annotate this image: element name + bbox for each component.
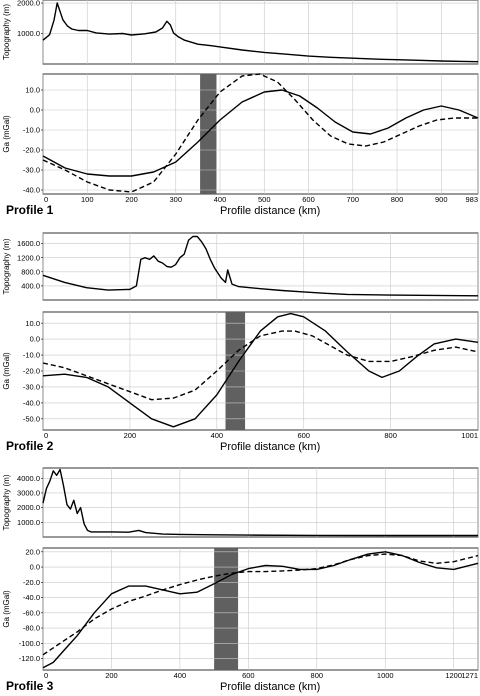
profile-2-gravity-solid-line xyxy=(42,312,479,428)
profile-2-topography-solid-line xyxy=(42,235,479,297)
profile-2-topography-ytick-label: 400.0 xyxy=(21,281,40,290)
profile-1-xtick-label: 100 xyxy=(81,195,94,204)
profile-1-gravity-panel: 10.0 0.0 -10.0 -20.0 -30.0 -40.0 Ga (mGal) 0 100… xyxy=(2,73,479,204)
profile-1-xtick-label: 983 xyxy=(465,195,478,204)
profile-1-xtick-label: 400 xyxy=(214,195,227,204)
profile-2-gravity-dashed-line xyxy=(42,330,479,401)
profile-3-gravity-ytick-label: -60.0 xyxy=(23,608,40,617)
profile-1-xtick-label: 700 xyxy=(347,195,360,204)
profile-3-gravity-dashed-line xyxy=(42,553,479,656)
profile-2-gravity-ytick-label: 10.0 xyxy=(25,319,40,328)
profile-3-gravity-panel: 20.0 0.0 -20.0 -40.0 -60.0 -80.0 -100.0 -120.0 G… xyxy=(2,547,479,680)
profile-3-xtick-label: 800 xyxy=(311,671,324,680)
profile-3-gravity-solid-line xyxy=(42,551,479,669)
profile-1-topography-ytick-label: 2000.0 xyxy=(17,0,40,8)
profile-3-gravity-ytick-label: -40.0 xyxy=(23,593,40,602)
profile-2-topography-ytick-label: 1600.0 xyxy=(17,239,40,248)
profile-3-topography-solid-line xyxy=(42,468,478,537)
profile-1-xtick-label: 900 xyxy=(435,195,448,204)
profile-1-xtick-label: 200 xyxy=(125,195,138,204)
profile-3-topography-ytick-label: 1000.0 xyxy=(17,518,40,527)
profile-2-xlabel: Profile distance (km) xyxy=(220,441,320,453)
profile-3-gravity-ytick-label: -20.0 xyxy=(23,578,40,587)
profile-3-topography-ylabel: Topography (m) xyxy=(2,474,11,530)
profile-2-xtick-label: 0 xyxy=(44,431,48,440)
profile-1-gravity-ytick-label: 10.0 xyxy=(25,86,40,95)
profile-1-xtick-label: 800 xyxy=(391,195,404,204)
profile-2-topography-ytick-label: 800.0 xyxy=(21,267,40,276)
profile-3-gravity-frame xyxy=(42,547,479,671)
profile-2-xtick-label: 800 xyxy=(384,431,397,440)
profile-1-gravity-ytick-label: -30.0 xyxy=(23,166,40,175)
profile-1-title: Profile 1 xyxy=(6,203,54,217)
profile-2-gravity-ytick-label: -30.0 xyxy=(23,383,40,392)
profile-2-xtick-label: 600 xyxy=(297,431,310,440)
profile-2-xtick-label: 1001 xyxy=(461,431,478,440)
profile-2-title: Profile 2 xyxy=(6,439,54,453)
profile-1-gravity-ytick-label: -20.0 xyxy=(23,146,40,155)
profile-3-xtick-label: 1200 xyxy=(445,671,462,680)
profile-1-topography-frame xyxy=(42,0,479,65)
profile-1-xtick-label: 600 xyxy=(302,195,315,204)
profile-1-gravity-shaded-band xyxy=(200,74,217,194)
profile-3-topography-frame xyxy=(42,467,479,538)
profile-1-gravity-ytick-label: 0.0 xyxy=(30,106,40,115)
profile-1-gravity-ytick-label: -40.0 xyxy=(23,186,40,195)
profile-3-gravity-ytick-label: -80.0 xyxy=(23,624,40,633)
profile-2-topography-ytick-label: 1200.0 xyxy=(17,253,40,262)
profile-1-xlabel: Profile distance (km) xyxy=(220,205,320,217)
profile-1-gravity-ylabel: Ga (mGal) xyxy=(2,115,11,153)
profile-2-gravity-ytick-label: -50.0 xyxy=(23,414,40,423)
profile-1-gravity-ytick-label: -10.0 xyxy=(23,126,40,135)
profile-2-gravity-ytick-label: 0.0 xyxy=(30,335,40,344)
profile-3-gravity-ytick-label: 20.0 xyxy=(25,547,40,556)
profile-1-xtick-label: 500 xyxy=(258,195,271,204)
profile-1-topography-panel: 1000.0 2000.0 Topography (m) xyxy=(2,0,479,65)
profile-3-xtick-label: 400 xyxy=(174,671,187,680)
profile-2-gravity-ylabel: Ga (mGal) xyxy=(2,352,11,390)
profile-3-topography-panel: 1000.0 2000.0 3000.0 4000.0 Topography (m) xyxy=(2,467,479,538)
profile-3-xtick-label: 600 xyxy=(242,671,255,680)
profile-3-xtick-label: 1000 xyxy=(377,671,394,680)
profile-1-topography-ytick-label: 1000.0 xyxy=(17,29,40,38)
profile-2-gravity-panel: 10.0 0.0 -10.0 -20.0 -30.0 -40.0 -50.0 Ga (mGal… xyxy=(2,311,479,440)
profile-2-topography-ylabel: Topography (m) xyxy=(2,238,11,294)
profile-1-xtick-label: 0 xyxy=(44,195,48,204)
profile-3-xtick-label: 200 xyxy=(105,671,118,680)
profile-3-gravity-ylabel: Ga (mGal) xyxy=(2,590,11,628)
profile-2-gravity-ytick-label: -20.0 xyxy=(23,367,40,376)
profile-3-title: Profile 3 xyxy=(6,679,54,693)
profile-1-gravity-solid-line xyxy=(42,89,479,177)
profile-3-xlabel: Profile distance (km) xyxy=(220,681,320,693)
profile-2-topography-panel: 400.0 800.0 1200.0 1600.0 Topography (m) xyxy=(2,232,479,301)
profile-3-topography-ytick-label: 3000.0 xyxy=(17,489,40,498)
profile-3-gravity-shaded-band xyxy=(214,548,239,670)
profile-3-gravity-ytick-label: -120.0 xyxy=(19,654,40,663)
profile-2-gravity-ytick-label: -10.0 xyxy=(23,351,40,360)
profile-2-gravity-ytick-label: -40.0 xyxy=(23,398,40,407)
profile-3-topography-ytick-label: 2000.0 xyxy=(17,503,40,512)
profile-3-gravity-ytick-label: 0.0 xyxy=(30,563,40,572)
profile-2-xtick-label: 400 xyxy=(211,431,224,440)
profile-1-xtick-label: 300 xyxy=(169,195,182,204)
profile-3-xtick-label: 1271 xyxy=(461,671,478,680)
profile-2-xtick-label: 200 xyxy=(124,431,137,440)
profile-3-xtick-label: 0 xyxy=(44,671,48,680)
profile-3-topography-ytick-label: 4000.0 xyxy=(17,474,40,483)
profile-1-topography-solid-line xyxy=(42,2,479,63)
profile-1-topography-ylabel: Topography (m) xyxy=(2,4,11,60)
profile-3-gravity-ytick-label: -100.0 xyxy=(19,639,40,648)
